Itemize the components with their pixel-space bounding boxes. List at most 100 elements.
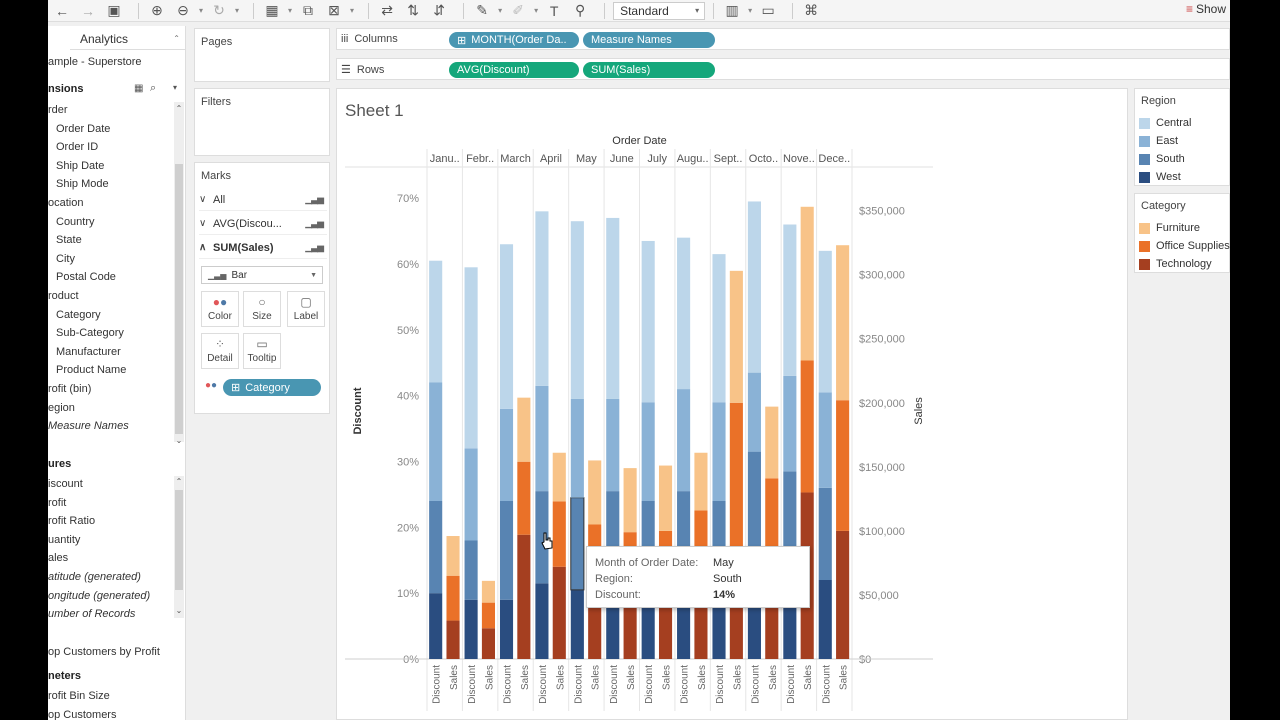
discount-bar-central[interactable] (677, 237, 691, 390)
discount-bar-east[interactable] (429, 382, 443, 502)
dimension-field[interactable]: Sub-Category (56, 327, 124, 340)
chevron-down-icon[interactable]: ▾ (235, 6, 240, 15)
dimension-field[interactable]: egion (48, 401, 75, 414)
measure-field[interactable]: iscount (48, 478, 83, 490)
highlight-icon[interactable]: ✎ (476, 2, 488, 18)
pause-updates-icon[interactable]: ⊖ (177, 2, 189, 18)
discount-bar-central[interactable] (464, 267, 478, 449)
discount-bar-central[interactable] (818, 250, 832, 393)
set-item[interactable]: op Customers by Profit (48, 646, 160, 658)
swap-axes-icon[interactable]: ⇄ (381, 2, 393, 18)
discount-bar-central[interactable] (429, 260, 443, 383)
show-me-button[interactable]: ≡ Show (1186, 2, 1226, 16)
row-pill-avg-discount[interactable]: AVG(Discount) (449, 62, 579, 78)
new-datasource-icon[interactable]: ⊕ (151, 2, 163, 18)
sales-bar-technology[interactable] (517, 534, 531, 659)
sales-bar-office-supplies[interactable] (446, 575, 460, 621)
pages-shelf[interactable]: Pages (194, 28, 330, 82)
clear-sheet-icon[interactable]: ⊠ (328, 2, 340, 18)
mark-type-select[interactable]: ▁▃▅ Bar ▼ (201, 266, 323, 284)
dimension-field[interactable]: roduct (48, 290, 79, 302)
sales-bar-furniture[interactable] (588, 460, 602, 525)
columns-shelf[interactable]: iii Columns ⊞ MONTH(Order Da.. Measure Na… (336, 28, 1230, 50)
discount-bar-east[interactable] (818, 392, 832, 488)
discount-bar-east[interactable] (606, 398, 620, 492)
discount-bar-east[interactable] (747, 372, 761, 452)
row-pill-sum-sales[interactable]: SUM(Sales) (583, 62, 715, 78)
dimension-field[interactable]: Order ID (56, 141, 99, 154)
scrollbar-thumb[interactable] (175, 490, 183, 590)
datasource-name[interactable]: ample - Superstore (48, 56, 142, 68)
chevron-down-icon[interactable]: ▾ (350, 6, 355, 15)
dimension-field[interactable]: Postal Code (56, 271, 116, 284)
discount-bar-central[interactable] (535, 211, 549, 386)
chevron-down-icon[interactable]: ▾ (498, 6, 503, 15)
discount-bar-east[interactable] (464, 448, 478, 541)
discount-bar-south[interactable] (570, 497, 585, 591)
search-icon[interactable]: ⌕ (150, 82, 157, 94)
discount-bar-west[interactable] (818, 580, 832, 659)
size-button[interactable]: ○ Size (243, 291, 281, 327)
back-arrow-icon[interactable]: ← (55, 2, 69, 19)
presentation-icon[interactable]: ▭ (761, 2, 775, 18)
discount-bar-central[interactable] (712, 254, 726, 403)
discount-bar-east[interactable] (641, 402, 655, 501)
sales-bar-furniture[interactable] (800, 206, 814, 361)
legend-item[interactable]: Office Supplies (1139, 240, 1230, 252)
discount-bar-east[interactable] (570, 398, 584, 498)
chevron-down-icon[interactable]: ▾ (199, 6, 204, 15)
rows-shelf[interactable]: ☰ Rows AVG(Discount) SUM(Sales) (336, 58, 1230, 80)
dimension-field[interactable]: Order Date (56, 122, 111, 135)
duplicate-sheet-icon[interactable]: ⧉ (303, 2, 314, 18)
sales-bar-technology[interactable] (836, 530, 850, 659)
sales-bar-technology[interactable] (446, 620, 460, 659)
discount-bar-south[interactable] (747, 451, 761, 574)
dimension-field[interactable]: Ship Mode (56, 178, 109, 191)
measure-field[interactable]: rofit (48, 496, 67, 509)
sales-bar-office-supplies[interactable] (517, 461, 531, 535)
discount-bar-east[interactable] (535, 385, 549, 492)
measure-field[interactable]: atitude (generated) (48, 571, 141, 583)
marks-row-all[interactable]: ∨ All ▁▃▅ (199, 189, 327, 211)
label-button[interactable]: ▢ Label (287, 291, 325, 327)
refresh-icon[interactable]: ↻ (213, 2, 225, 18)
share-icon[interactable]: ⌘ (804, 2, 819, 18)
discount-bar-west[interactable] (464, 599, 478, 659)
scroll-down-icon[interactable]: ⌄ (175, 436, 183, 445)
dimension-field[interactable]: Category (56, 308, 101, 321)
sort-descending-icon[interactable]: ⇵ (433, 2, 445, 18)
pin-icon[interactable]: ⚲ (574, 2, 586, 18)
grid-view-icon[interactable]: ▦ (134, 83, 144, 94)
marks-row-avg-discount[interactable]: ∨ AVG(Discou... ▁▃▅ (199, 213, 327, 235)
scroll-down-icon[interactable]: ⌄ (175, 606, 183, 615)
sales-bar-technology[interactable] (481, 628, 495, 659)
discount-bar-central[interactable] (641, 240, 655, 403)
discount-bar-east[interactable] (499, 408, 514, 501)
sales-bar-furniture[interactable] (623, 468, 637, 533)
filters-shelf[interactable]: Filters (194, 88, 330, 156)
dimension-field[interactable]: rder (48, 104, 68, 116)
sales-bar-furniture[interactable] (836, 245, 850, 401)
sales-bar-office-supplies[interactable] (800, 360, 814, 493)
sales-bar-furniture[interactable] (694, 452, 708, 511)
discount-bar-central[interactable] (570, 221, 584, 399)
discount-bar-central[interactable] (747, 201, 761, 373)
discount-bar-west[interactable] (570, 589, 584, 659)
chevron-down-icon[interactable]: ▾ (534, 6, 539, 15)
discount-bar-east[interactable] (677, 389, 691, 492)
text-label-icon[interactable]: T (549, 2, 559, 19)
column-pill-measure-names[interactable]: Measure Names (583, 32, 715, 48)
discount-bar-central[interactable] (606, 217, 620, 399)
sales-bar-technology[interactable] (552, 566, 566, 659)
discount-bar-south[interactable] (499, 501, 514, 600)
measure-field[interactable]: umber of Records (48, 608, 136, 621)
chevron-down-icon[interactable]: ▾ (748, 6, 753, 15)
color-button[interactable]: ●● Color (201, 291, 239, 327)
legend-item[interactable]: West (1139, 171, 1181, 183)
dimension-field[interactable]: Country (56, 215, 95, 228)
discount-bar-south[interactable] (429, 501, 443, 594)
chevron-down-icon[interactable]: ▾ (288, 6, 293, 15)
scroll-up-icon[interactable]: ⌃ (175, 104, 183, 113)
discount-bar-west[interactable] (641, 593, 655, 659)
measures-scrollbar[interactable] (174, 476, 184, 618)
